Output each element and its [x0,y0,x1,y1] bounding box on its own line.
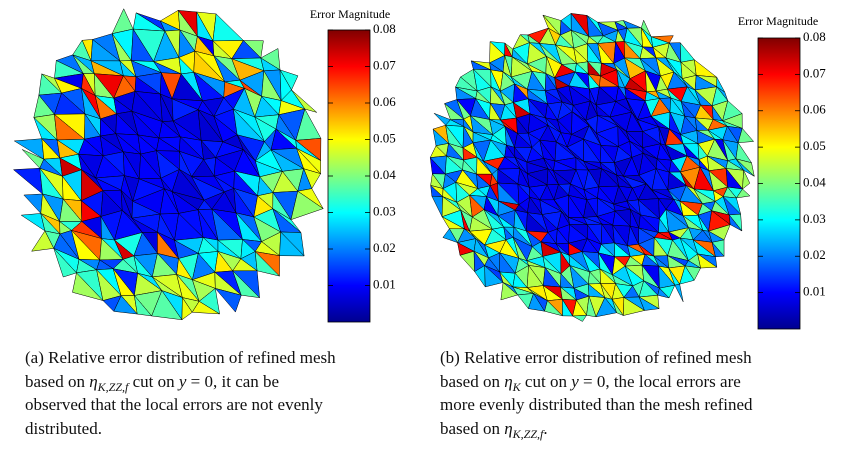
colorbar-tick-label: 0.05 [373,130,396,145]
mesh-element [638,296,660,311]
mesh-element [611,299,625,317]
colorbar-tick-label: 0.02 [373,240,396,255]
mesh-element [279,231,305,257]
mesh-element [500,282,519,301]
mesh-element [657,287,670,299]
colorbar [757,37,801,330]
colorbar-tick-label: 0.07 [373,57,396,72]
mesh-element [728,214,743,232]
mesh-element [12,167,43,195]
colorbar-tick-label: 0.08 [373,21,396,36]
mesh-element [595,297,618,318]
mesh-element [484,264,504,288]
mesh-element [431,195,443,217]
mesh-element [181,296,193,321]
mesh-element [151,290,183,321]
mesh-element [232,270,261,299]
colorbar [327,29,371,323]
mesh-element [571,315,588,322]
caption-line: more evenly distributed than the mesh re… [440,395,753,414]
mesh-element [291,89,317,113]
colorbar-tick-label: 0.01 [803,284,826,299]
mesh-element [53,248,77,278]
caption-line: distributed. [25,419,102,438]
mesh-element [674,283,684,302]
colorbar-tick-label: 0.03 [803,211,826,226]
colorbar-tick-label: 0.06 [803,102,826,117]
colorbar-tick-label: 0.04 [373,167,396,182]
caption-line: (a) Relative error distribution of refin… [25,348,336,367]
colorbar-tick-label: 0.01 [373,276,396,291]
mesh-element [212,13,244,42]
colorbar-title: Error Magnitude [310,7,390,21]
mesh-element [694,59,718,78]
caption-line: (b) Relative error distribution of refin… [440,348,752,367]
mesh-image [429,12,755,322]
mesh-element [562,298,574,317]
mesh-element [214,287,242,313]
mesh-element [191,300,220,315]
mesh-element [711,242,725,258]
mesh-element [290,190,324,221]
mesh-element [254,250,281,277]
colorbar-title: Error Magnitude [738,14,818,28]
mesh-element [586,296,597,318]
mesh-element [737,127,755,144]
colorbar-tick-label: 0.04 [803,174,826,189]
colorbar-tick-label: 0.06 [373,94,396,109]
caption-line: based on ηK,ZZ,f. [440,419,548,441]
colorbar-tick-label: 0.07 [803,65,826,80]
mesh-element [679,41,695,63]
caption-line: based on ηK,ZZ,f cut on y = 0, it can be [25,372,279,394]
mesh-element [735,188,751,199]
mesh-element [544,300,564,317]
colorbar-tick-label: 0.05 [803,138,826,153]
mesh-element [133,294,153,317]
caption-line: observed that the local errors are not e… [25,395,323,414]
mesh-element [735,158,755,177]
mesh-element [742,169,751,190]
caption-line: based on ηK cut on y = 0, the local erro… [440,372,741,394]
mesh-element [528,292,546,312]
mesh-element [72,272,104,302]
mesh-element [442,228,459,244]
mesh-element [697,253,718,269]
colorbar-tick-label: 0.03 [373,203,396,218]
mesh-image [12,8,324,321]
colorbar-tick-label: 0.08 [803,29,826,44]
colorbar-tick-label: 0.02 [803,247,826,262]
mesh-element [31,230,55,252]
mesh-element [623,296,646,316]
mesh-element [23,193,43,215]
mesh-element [113,295,138,315]
mesh-element [679,265,695,285]
